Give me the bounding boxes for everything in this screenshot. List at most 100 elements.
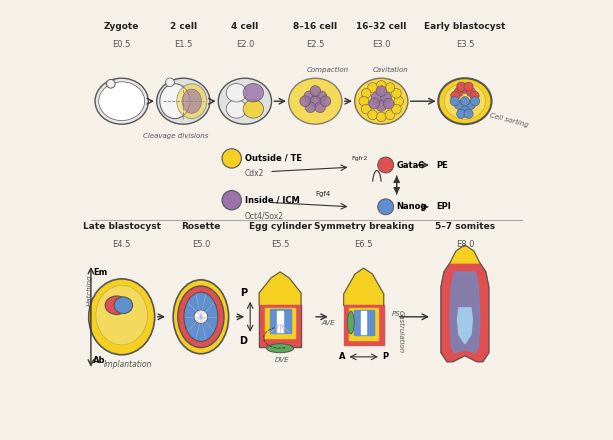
Ellipse shape bbox=[114, 297, 132, 313]
Polygon shape bbox=[354, 310, 374, 335]
Circle shape bbox=[470, 91, 479, 100]
Text: E4.5: E4.5 bbox=[113, 240, 131, 249]
Text: 5–7 somites: 5–7 somites bbox=[435, 222, 495, 231]
Text: E8.0: E8.0 bbox=[455, 240, 474, 249]
Circle shape bbox=[305, 102, 316, 113]
Ellipse shape bbox=[160, 84, 190, 119]
Ellipse shape bbox=[267, 344, 294, 353]
Ellipse shape bbox=[243, 84, 264, 102]
Polygon shape bbox=[270, 309, 291, 333]
Text: PS: PS bbox=[392, 311, 401, 317]
Ellipse shape bbox=[194, 310, 208, 323]
Text: E6.5: E6.5 bbox=[354, 240, 373, 249]
Circle shape bbox=[466, 88, 476, 97]
Text: E5.5: E5.5 bbox=[271, 240, 289, 249]
Circle shape bbox=[464, 109, 473, 118]
Circle shape bbox=[466, 100, 476, 110]
Circle shape bbox=[304, 91, 314, 102]
Ellipse shape bbox=[444, 83, 485, 119]
Circle shape bbox=[376, 112, 386, 122]
Text: Cell sorting: Cell sorting bbox=[489, 113, 529, 128]
Text: Zygote: Zygote bbox=[104, 22, 139, 31]
Circle shape bbox=[464, 82, 473, 91]
Text: Em: Em bbox=[93, 268, 107, 277]
Circle shape bbox=[368, 98, 379, 109]
Circle shape bbox=[300, 96, 310, 106]
Ellipse shape bbox=[355, 78, 408, 124]
Ellipse shape bbox=[157, 78, 210, 124]
Text: 8–16 cell: 8–16 cell bbox=[293, 22, 337, 31]
Text: E5.0: E5.0 bbox=[192, 240, 210, 249]
Polygon shape bbox=[265, 308, 295, 338]
Polygon shape bbox=[344, 268, 384, 305]
Text: A: A bbox=[338, 352, 345, 361]
Circle shape bbox=[222, 149, 242, 168]
Text: Ab: Ab bbox=[93, 356, 105, 365]
Circle shape bbox=[376, 81, 386, 90]
Ellipse shape bbox=[184, 292, 218, 341]
Ellipse shape bbox=[89, 279, 154, 355]
Text: Cleavage divisions: Cleavage divisions bbox=[143, 133, 209, 139]
Ellipse shape bbox=[105, 296, 128, 315]
Text: E3.0: E3.0 bbox=[372, 40, 390, 48]
Text: E0.5: E0.5 bbox=[113, 40, 131, 48]
Ellipse shape bbox=[226, 100, 246, 118]
Ellipse shape bbox=[96, 286, 148, 345]
Polygon shape bbox=[344, 305, 384, 345]
Circle shape bbox=[368, 110, 378, 120]
Text: Outside / TE: Outside / TE bbox=[245, 154, 302, 163]
Text: DVE: DVE bbox=[275, 357, 289, 363]
Text: Nanog: Nanog bbox=[397, 202, 427, 211]
Polygon shape bbox=[277, 311, 283, 332]
Text: Rosette: Rosette bbox=[181, 222, 221, 231]
Text: E2.0: E2.0 bbox=[236, 40, 254, 48]
Circle shape bbox=[383, 98, 394, 109]
Circle shape bbox=[362, 88, 371, 98]
Circle shape bbox=[371, 92, 382, 103]
Ellipse shape bbox=[348, 311, 354, 334]
Text: E1.5: E1.5 bbox=[174, 40, 192, 48]
Circle shape bbox=[359, 96, 368, 106]
Circle shape bbox=[316, 91, 327, 102]
Circle shape bbox=[381, 92, 392, 103]
Circle shape bbox=[460, 84, 470, 93]
Ellipse shape bbox=[177, 84, 207, 119]
Text: Symmetry breaking: Symmetry breaking bbox=[314, 222, 414, 231]
Circle shape bbox=[460, 97, 470, 106]
Text: Egg cylinder: Egg cylinder bbox=[249, 222, 311, 231]
Circle shape bbox=[394, 96, 403, 106]
Text: D: D bbox=[239, 336, 247, 346]
Polygon shape bbox=[259, 305, 301, 347]
Text: PE: PE bbox=[436, 161, 448, 169]
Text: Compaction: Compaction bbox=[306, 67, 348, 73]
Text: E2.5: E2.5 bbox=[306, 40, 324, 48]
Polygon shape bbox=[441, 263, 489, 362]
Text: Fgfr2: Fgfr2 bbox=[352, 156, 368, 161]
Polygon shape bbox=[450, 272, 480, 353]
Text: P: P bbox=[383, 352, 389, 361]
Circle shape bbox=[392, 104, 402, 114]
Text: P: P bbox=[240, 288, 247, 298]
Circle shape bbox=[457, 109, 466, 118]
Circle shape bbox=[385, 110, 395, 120]
Text: Oct4/Sox2: Oct4/Sox2 bbox=[245, 211, 284, 220]
Circle shape bbox=[392, 88, 402, 98]
Circle shape bbox=[320, 96, 331, 106]
Ellipse shape bbox=[182, 89, 202, 113]
Circle shape bbox=[362, 104, 371, 114]
Ellipse shape bbox=[218, 78, 272, 124]
Ellipse shape bbox=[95, 78, 148, 124]
Text: AVE: AVE bbox=[322, 319, 335, 326]
Circle shape bbox=[378, 199, 394, 215]
Ellipse shape bbox=[173, 280, 229, 354]
Ellipse shape bbox=[178, 286, 224, 348]
Text: E3.5: E3.5 bbox=[455, 40, 474, 48]
Circle shape bbox=[378, 157, 394, 173]
Text: EPI: EPI bbox=[436, 202, 451, 211]
Circle shape bbox=[460, 106, 470, 115]
Polygon shape bbox=[457, 308, 473, 344]
Text: Cavitation: Cavitation bbox=[373, 67, 409, 73]
Text: 4 cell: 4 cell bbox=[231, 22, 259, 31]
Text: 16–32 cell: 16–32 cell bbox=[356, 22, 406, 31]
Circle shape bbox=[454, 88, 463, 97]
